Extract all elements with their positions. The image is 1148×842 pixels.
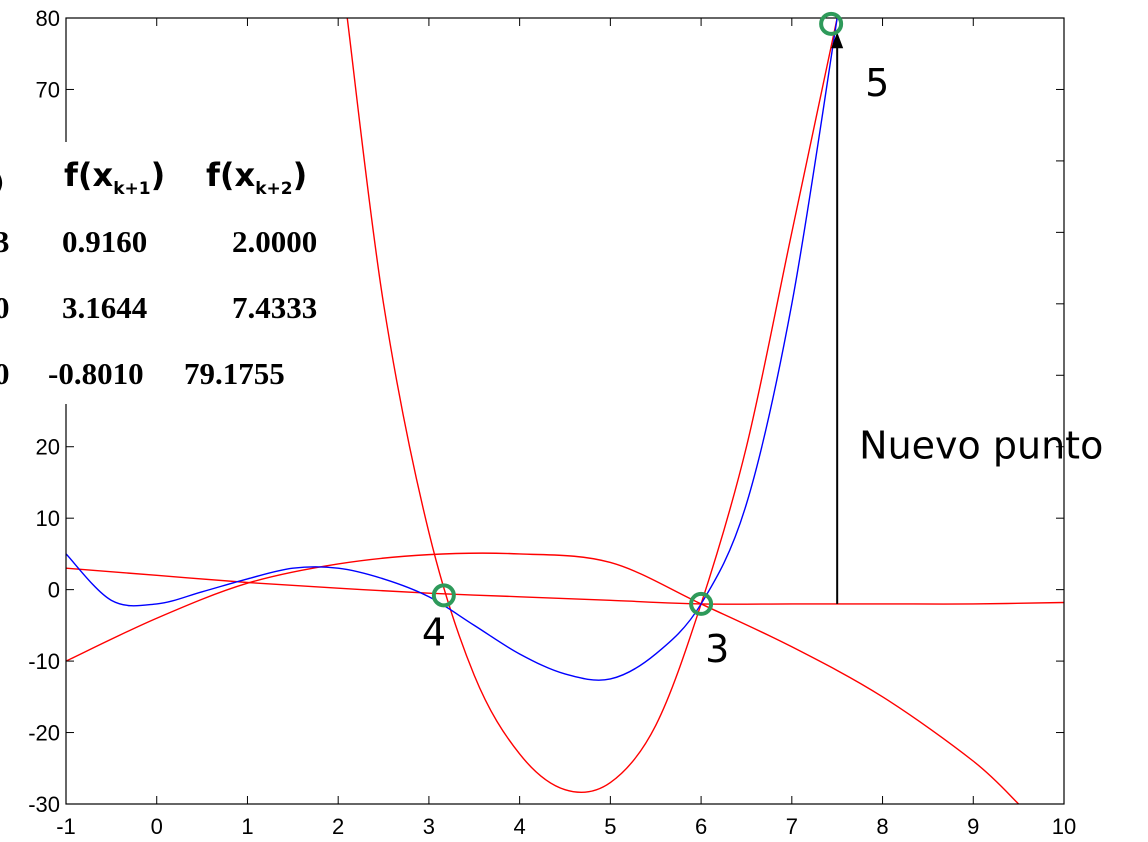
x-tick-label-8: 7: [786, 814, 798, 839]
x-tick-label-4: 3: [423, 814, 435, 839]
marker-4: [431, 583, 456, 608]
x-tick-label-6: 5: [604, 814, 616, 839]
y-tick-label-2: -10: [28, 649, 60, 674]
table-cell-r2-c2: 7.4333: [232, 290, 317, 325]
table-header-fk2-base: f(x: [206, 156, 256, 194]
table-header-fk1: f(xk+1): [64, 156, 165, 199]
y-tick-label-3: 0: [48, 578, 60, 603]
table-header-fk2-close: ): [293, 156, 308, 194]
y-tick-label-0: -30: [28, 792, 60, 817]
series-line-4: [346, 18, 838, 794]
annotation-layer: Nuevo punto 4 3 5: [422, 11, 1103, 671]
y-tick-label-11: 80: [36, 6, 60, 31]
x-tick-label-9: 8: [876, 814, 888, 839]
x-tick-label-1: 0: [151, 814, 163, 839]
marker-3: [689, 591, 714, 616]
arrow-head: [831, 32, 844, 49]
table-header-fk2: f(xk+2): [206, 156, 307, 199]
x-tick-label-7: 6: [695, 814, 707, 839]
x-tick-label-10: 9: [967, 814, 979, 839]
series-line-1: [66, 18, 838, 681]
table-cell-r1-c1: 0.9160: [62, 224, 147, 259]
marker-5: [819, 11, 844, 36]
table-header-partial: ): [0, 171, 4, 196]
table-cell-r3-c1: -0.8010: [48, 356, 144, 391]
marker-label-5: 5: [865, 61, 889, 105]
table-partial-cell-2: 0: [0, 290, 10, 325]
table-cell-r3-c2: 79.1755: [184, 356, 285, 391]
x-tick-label-3: 2: [332, 814, 344, 839]
marker-label-3: 3: [705, 627, 729, 671]
table-header-fk1-base: f(x: [64, 156, 114, 194]
y-tick-label-5: 20: [36, 435, 60, 460]
x-tick-label-11: 10: [1052, 814, 1076, 839]
y-tick-label-4: 10: [36, 506, 60, 531]
series-layer: [66, 18, 1064, 804]
table-partial-cell-1: 3: [0, 224, 10, 259]
table-header-fk1-close: ): [151, 156, 166, 194]
table-cell-r1-c2: 2.0000: [232, 224, 317, 259]
table-header-fk2-sub: k+2: [255, 179, 292, 199]
series-group: [66, 18, 1064, 804]
x-tick-label-0: -1: [56, 814, 76, 839]
marker-label-4: 4: [422, 610, 446, 654]
arrow-label: Nuevo punto: [859, 424, 1103, 468]
table-header-fk1-sub: k+1: [113, 179, 150, 199]
data-table: ) f(xk+1) f(xk+2) 3 0 0 0.9160 2.0000 3.…: [0, 156, 317, 391]
x-tick-label-5: 4: [514, 814, 526, 839]
plot-frame: [65, 17, 1065, 805]
series-line-3: [66, 552, 1020, 804]
table-partial-cell-3: 0: [0, 356, 10, 391]
y-tick-label-10: 70: [36, 77, 60, 102]
series-line-2: [66, 567, 1064, 605]
table-cell-r2-c1: 3.1644: [62, 290, 147, 325]
y-tick-label-1: -20: [28, 721, 60, 746]
x-tick-label-2: 1: [241, 814, 253, 839]
table-background: [0, 142, 348, 404]
